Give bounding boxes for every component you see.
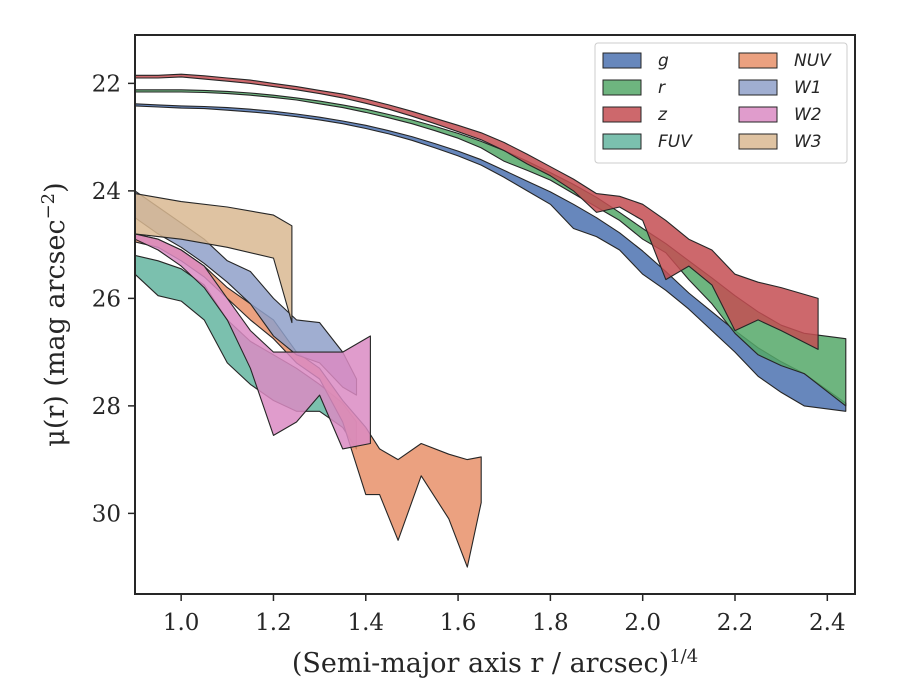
y-tick-label: 28 <box>92 394 121 420</box>
series-band-w2 <box>135 233 371 450</box>
legend-swatch-w2 <box>738 106 778 123</box>
x-axis-title: (Semi-major axis r / arcsec)1/4 <box>292 646 698 680</box>
x-tick-label: 2.0 <box>624 610 661 636</box>
y-axis-title: μ(r) (mag arcsec−2) <box>38 182 72 446</box>
x-tick-label: 1.8 <box>532 610 569 636</box>
legend-swatch-nuv <box>738 52 778 69</box>
x-tick-label: 1.4 <box>347 610 384 636</box>
ticks-layer: 1.0 1.2 1.4 1.6 1.8 2.0 2.2 2.4 22 24 26 28 30 <box>92 71 846 636</box>
series-band-g <box>135 103 847 412</box>
x-axis-title-main: (Semi-major axis r / arcsec) <box>292 648 669 679</box>
legend-swatch-w3 <box>738 133 778 150</box>
x-axis-title-superscript: 1/4 <box>669 646 698 667</box>
legend-label-w1: W1 <box>794 78 822 98</box>
x-tick-label: 1.2 <box>255 610 292 636</box>
y-tick-label: 26 <box>92 286 121 312</box>
series-layer <box>135 73 847 568</box>
legend-label-g: g <box>658 51 669 71</box>
legend-label-w3: W3 <box>794 132 822 152</box>
y-axis-title-main: μ(r) (mag arcsec <box>40 219 71 446</box>
x-tick-label: 2.4 <box>809 610 846 636</box>
y-axis-title-superscript: −2 <box>38 193 59 220</box>
legend-label-z: z <box>657 105 668 125</box>
y-axis-title-end: ) <box>40 182 71 193</box>
legend-swatch-fuv <box>602 133 642 150</box>
legend-label-fuv: FUV <box>658 132 693 152</box>
legend-items: grz FUV NUV W1 W2 W3 <box>602 51 832 152</box>
legend-swatch-r <box>602 79 642 96</box>
x-tick-label: 1.0 <box>163 610 200 636</box>
legend-label-w2: W2 <box>794 105 822 125</box>
series-band-r <box>135 89 847 407</box>
y-tick-label: 24 <box>92 179 121 205</box>
x-tick-label: 2.2 <box>717 610 754 636</box>
y-tick-label: 22 <box>92 71 121 97</box>
plot-frame <box>134 34 856 595</box>
series-band-w3 <box>135 193 293 324</box>
legend-swatch-w1 <box>738 79 778 96</box>
series-band-z <box>135 73 819 350</box>
legend-label-nuv: NUV <box>794 51 832 71</box>
legend: grz FUV NUV W1 W2 W3 <box>594 42 848 164</box>
legend-box <box>594 42 848 164</box>
x-tick-label: 1.6 <box>440 610 477 636</box>
legend-label-r: r <box>658 78 666 98</box>
legend-swatch-g <box>602 52 642 69</box>
legend-swatch-z <box>602 106 642 123</box>
y-tick-label: 30 <box>92 501 121 527</box>
